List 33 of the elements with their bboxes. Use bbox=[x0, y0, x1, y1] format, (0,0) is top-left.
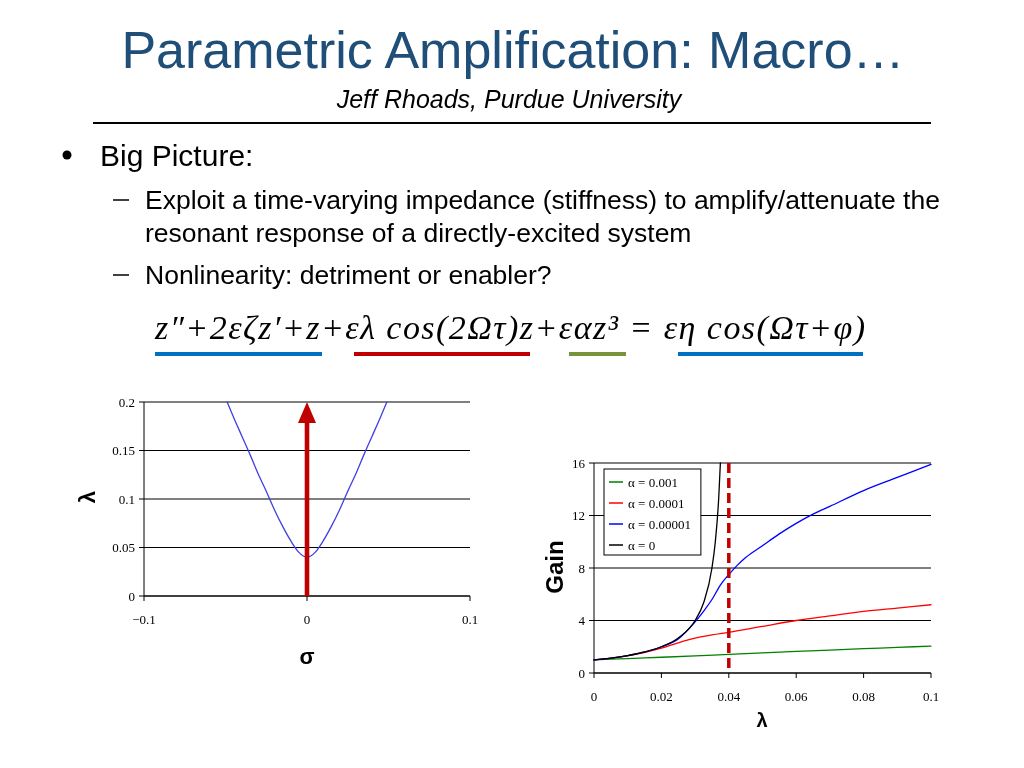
x-tick-label: 0 bbox=[303, 612, 311, 627]
y-tick-label: 0.05 bbox=[112, 540, 135, 555]
x-tick-label: 0.1 bbox=[922, 689, 940, 704]
x-tick-label: 0 bbox=[590, 689, 598, 704]
y-axis-title: Gain bbox=[541, 540, 568, 594]
text: z″+2εζz′+z+ελ cos(2Ωτ)z+εαz³ = εη cos(Ωτ+φ) bbox=[154, 309, 865, 347]
y-tick-label: 0 bbox=[578, 665, 585, 681]
y-tick-label: 0.1 bbox=[118, 491, 135, 507]
x-axis-title: σ bbox=[299, 644, 315, 669]
legend-label: α = 0.00001 bbox=[628, 516, 691, 532]
text: Parametric Amplification: Macro… bbox=[121, 21, 905, 79]
text: Big Picture: bbox=[100, 139, 254, 172]
x-tick-label: 0.1 bbox=[461, 612, 479, 627]
text: Nonlinearity: detriment or enabler? bbox=[145, 260, 552, 290]
y-axis-title: λ bbox=[75, 490, 100, 504]
legend-label: α = 0.0001 bbox=[628, 495, 685, 511]
x-tick-label: 0.06 bbox=[784, 689, 809, 704]
legend-label: α = 0 bbox=[628, 537, 656, 553]
y-tick-label: 8 bbox=[578, 560, 585, 576]
x-tick-label: −0.1 bbox=[132, 612, 156, 627]
y-tick-label: 12 bbox=[572, 508, 585, 523]
x-tick-label: 0.04 bbox=[717, 689, 741, 704]
y-tick-label: 0.15 bbox=[112, 443, 135, 458]
text: Jeff Rhoads, Purdue University bbox=[335, 85, 683, 113]
legend-label: α = 0.001 bbox=[628, 474, 678, 490]
text: Exploit a time-varying impedance (stiffness) to amplify/attenuate the resonant response of a directly-excited system bbox=[145, 185, 940, 248]
y-tick-label: 4 bbox=[578, 613, 586, 628]
y-tick-label: 0 bbox=[128, 588, 135, 604]
y-tick-label: 0.2 bbox=[118, 394, 135, 410]
x-tick-label: 0.02 bbox=[650, 689, 673, 704]
x-axis-title: λ bbox=[756, 709, 768, 731]
x-tick-label: 0.08 bbox=[852, 689, 875, 704]
y-tick-label: 16 bbox=[572, 455, 586, 471]
